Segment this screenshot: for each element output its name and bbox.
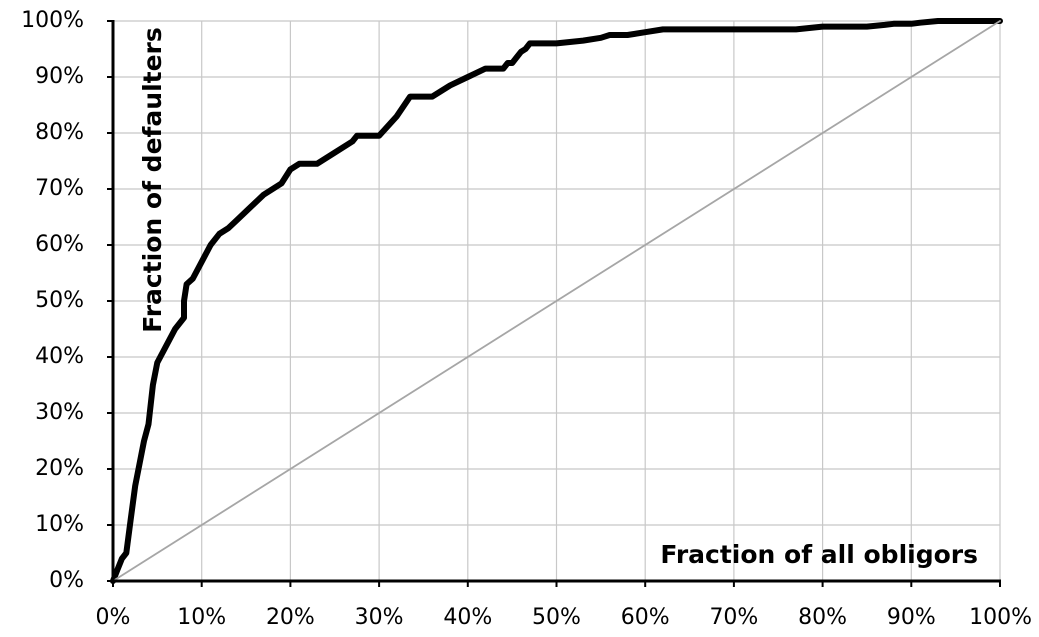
x-tick-label: 30% (355, 605, 404, 630)
y-tick-label: 100% (21, 8, 84, 33)
random-model-diagonal-line (112, 20, 1001, 582)
x-tick-label: 40% (443, 605, 492, 630)
y-tick-label: 50% (35, 288, 84, 313)
x-tick-label: 50% (532, 605, 581, 630)
cap-curve-line (110, 18, 1003, 584)
y-tick-label: 0% (49, 568, 84, 593)
x-tick-label: 60% (621, 605, 670, 630)
tick-labels: 0% 10% 20% 30% 40% 50% 60% 70% 80% 90% 100% 0% 10% 20… (21, 8, 1032, 630)
x-tick-label: 0% (96, 605, 131, 630)
x-tick-label: 90% (887, 605, 936, 630)
x-axis-title: Fraction of all obligors (660, 540, 978, 569)
series-layer (110, 18, 1003, 584)
y-tick-label: 80% (35, 120, 84, 145)
y-tick-label: 90% (35, 64, 84, 89)
y-tick-label: 60% (35, 232, 84, 257)
x-tick-label: 10% (177, 605, 226, 630)
y-axis-title: Fraction of defaulters (138, 27, 167, 333)
x-tick-label: 80% (798, 605, 847, 630)
y-tick-label: 40% (35, 344, 84, 369)
x-tick-label: 70% (709, 605, 758, 630)
y-tick-label: 10% (35, 512, 84, 537)
axes (107, 20, 1001, 587)
y-tick-label: 20% (35, 456, 84, 481)
y-tick-label: 70% (35, 176, 84, 201)
y-tick-label: 30% (35, 400, 84, 425)
x-tick-label: 100% (969, 605, 1032, 630)
x-tick-label: 20% (266, 605, 315, 630)
